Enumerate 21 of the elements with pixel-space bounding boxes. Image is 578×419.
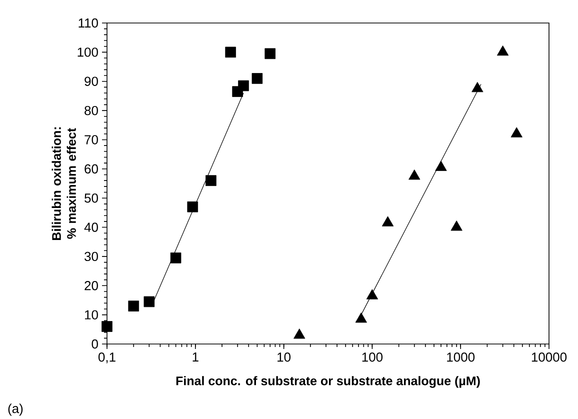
y-tick-label: 10 xyxy=(85,310,98,320)
x-tick-label: 1 xyxy=(192,352,198,362)
x-tick-label: 10000 xyxy=(532,352,567,362)
x-tick-label: 100 xyxy=(362,352,383,362)
y-tick-label: 90 xyxy=(84,76,98,86)
y-tick-label: 70 xyxy=(84,135,98,144)
x-tick-label: 0,1 xyxy=(98,352,116,364)
y-tick-label: 60 xyxy=(84,164,98,174)
y-axis-title: Bilirubin oxidation: % maximum effect xyxy=(52,127,76,240)
y-tick-label: 20 xyxy=(84,281,98,290)
y-tick-label: 80 xyxy=(84,106,98,116)
x-tick-label: 1000 xyxy=(447,352,475,362)
y-tick-label: 110 xyxy=(78,18,98,28)
text: (a) xyxy=(8,404,23,416)
y-tick-label: 50 xyxy=(84,193,98,203)
y-tick-label: 40 xyxy=(84,222,98,232)
x-tick-label: 10 xyxy=(278,352,291,362)
y-tick-label: 100 xyxy=(78,48,98,57)
y-tick-label: 30 xyxy=(84,252,98,262)
x-axis-title: Final conc. of substrate or substrate analogue (µM) xyxy=(176,376,480,388)
y-tick-label: 0 xyxy=(92,339,98,349)
